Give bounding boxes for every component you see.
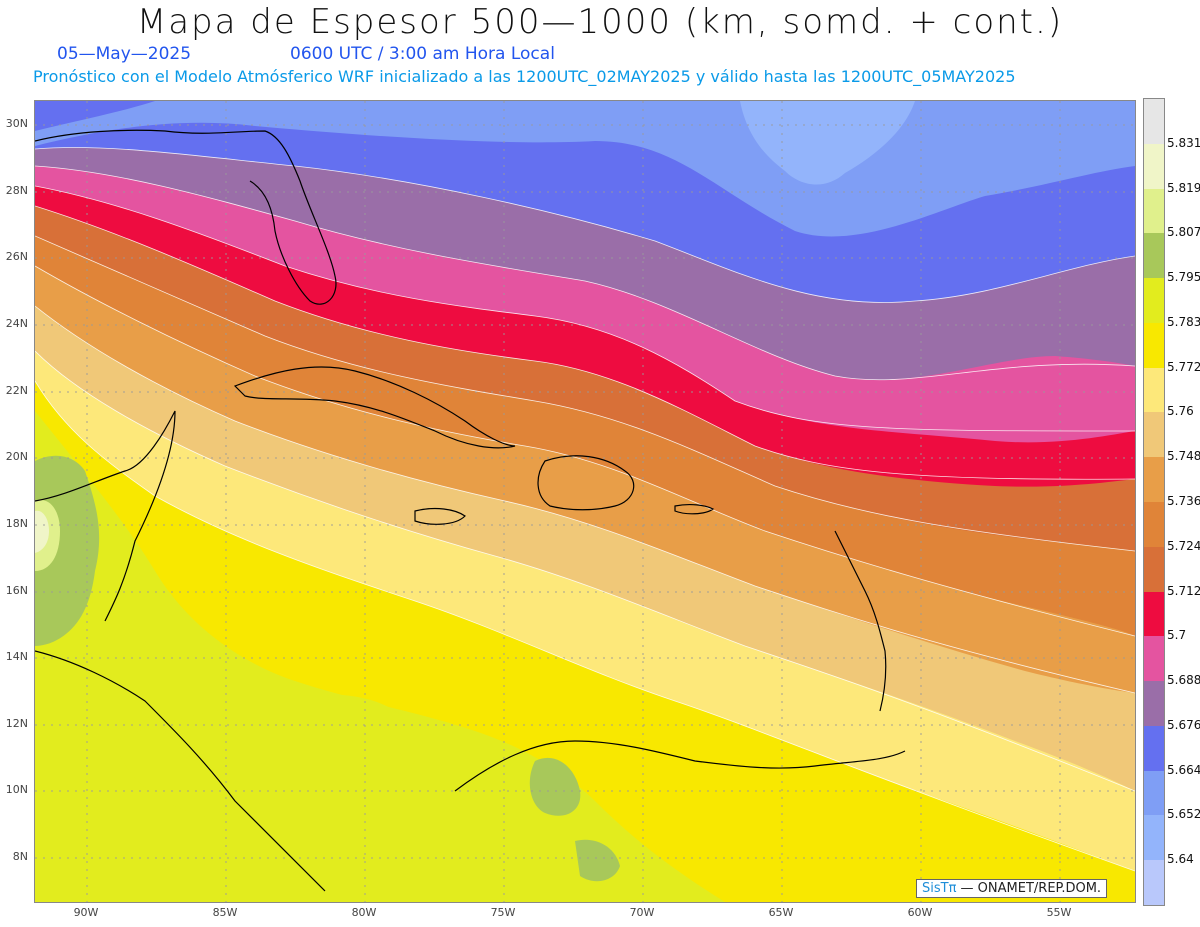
colorbar-swatch (1144, 188, 1164, 234)
lat-label-12n: 12N (5, 717, 28, 730)
colorbar-label: 5.676 (1167, 717, 1200, 732)
band-5819 (35, 510, 49, 553)
colorbar-swatch (1144, 725, 1164, 772)
lon-label-80w: 80W (351, 906, 377, 919)
coast-yucatan (35, 410, 176, 622)
contour-lines (35, 147, 1135, 872)
lon-label-60w: 60W (907, 906, 933, 919)
lat-label-8n: 8N (12, 850, 28, 863)
colorbar-label: 5.736 (1167, 494, 1200, 508)
map-title: Mapa de Espesor 500—1000 (km, somd. + co… (136, 2, 1064, 42)
thickness-map (34, 100, 1136, 903)
coast-cuba (233, 366, 516, 449)
credit-brand: SisTπ (922, 881, 957, 896)
credit-org: — ONAMET/REP.DOM. (960, 881, 1102, 896)
colorbar-swatch (1144, 815, 1164, 861)
lon-label-65w: 65W (768, 906, 794, 919)
colorbar-swatch (1144, 591, 1164, 637)
coast-florida (35, 129, 337, 305)
colorbar-label: 5.783 (1167, 314, 1200, 329)
colorbar-swatch (1144, 233, 1164, 279)
colorbar-label: 5.807 (1167, 225, 1200, 240)
colorbar (1143, 98, 1165, 906)
band-5795 (35, 455, 100, 646)
colorbar-swatch (1144, 412, 1164, 458)
colorbar-swatch (1144, 770, 1164, 816)
lon-label-75w: 75W (490, 906, 516, 919)
colorbar-swatch (1144, 143, 1164, 190)
colorbar-label: 5.772 (1167, 359, 1200, 374)
colorbar-swatch (1144, 367, 1164, 413)
coast-central-america (35, 650, 326, 892)
forecast-date: 05—May—2025 (57, 44, 192, 64)
band-5783b (115, 694, 417, 825)
colorbar-swatch (1144, 681, 1164, 727)
colorbar-label: 5.76 (1167, 404, 1194, 419)
coastlines (35, 129, 906, 892)
thickness-map-svg (35, 101, 1135, 902)
forecast-time: 0600 UTC / 3:00 am Hora Local (290, 44, 555, 64)
colorbar-swatch (1144, 546, 1164, 593)
lat-label-26n: 26N (5, 250, 28, 263)
lat-label-18n: 18N (5, 517, 28, 530)
coast-south-america (454, 740, 906, 792)
colorbar-swatch (1144, 636, 1164, 682)
colorbar-label: 5.831 (1167, 135, 1200, 150)
band-5640 (740, 101, 915, 185)
lon-label-70w: 70W (629, 906, 655, 919)
coast-hispaniola (537, 455, 635, 511)
credit-box: SisTπ — ONAMET/REP.DOM. (916, 879, 1108, 898)
graticule (35, 101, 1135, 902)
coast-puerto-rico (674, 503, 715, 515)
lat-label-14n: 14N (5, 650, 28, 663)
lon-label-90w: 90W (73, 906, 99, 919)
colorbar-swatch (1144, 322, 1164, 369)
lat-label-20n: 20N (5, 450, 28, 463)
colorbar-label: 5.795 (1167, 270, 1200, 285)
lat-label-24n: 24N (5, 317, 28, 330)
lat-label-30n: 30N (5, 117, 28, 130)
lat-label-28n: 28N (5, 184, 28, 197)
colorbar-label: 5.652 (1167, 807, 1200, 822)
colorbar-swatch (1144, 457, 1164, 503)
colorbar-swatch (1144, 502, 1164, 548)
colorbar-label: 5.664 (1167, 762, 1200, 777)
band-5795b (529, 757, 581, 816)
colorbar-label: 5.748 (1167, 449, 1200, 464)
lon-label-85w: 85W (212, 906, 238, 919)
lon-label-55w: 55W (1046, 906, 1072, 919)
coast-antilles (834, 530, 887, 712)
colorbar-label: 5.724 (1167, 538, 1200, 553)
colorbar-label: 5.64 (1167, 852, 1194, 867)
colorbar-label: 5.7 (1167, 628, 1187, 643)
colorbar-swatch (1144, 860, 1164, 906)
colorbar-label: 5.819 (1167, 180, 1200, 195)
lat-label-10n: 10N (5, 783, 28, 796)
colorbar-label: 5.712 (1167, 583, 1200, 598)
lat-label-22n: 22N (5, 384, 28, 397)
lat-label-16n: 16N (5, 584, 28, 597)
colorbar-swatch (1144, 278, 1164, 324)
colorbar-label: 5.688 (1167, 673, 1200, 688)
band-5795c (575, 839, 620, 882)
colorbar-swatch (1144, 99, 1164, 145)
coast-jamaica (414, 507, 466, 525)
model-subtitle: Pronóstico con el Modelo Atmósferico WRF… (33, 67, 1016, 86)
